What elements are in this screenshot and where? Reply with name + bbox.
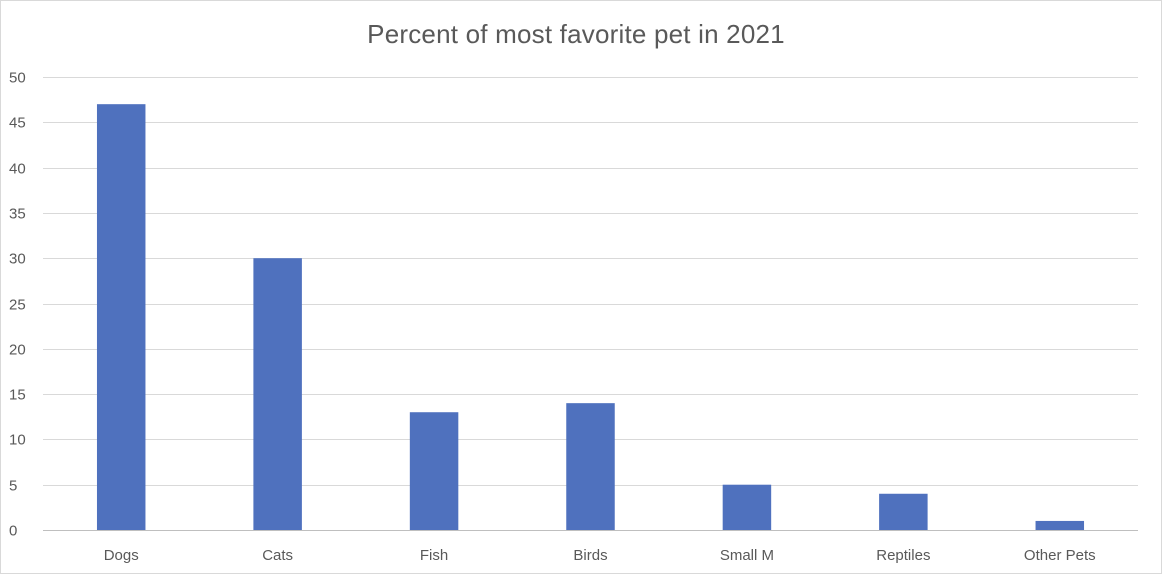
y-tick-label: 40	[9, 161, 26, 178]
bar-reptiles	[879, 493, 928, 530]
axes: 0 5 10 15 20 25 30 35 40 45 50 Dogs Cats Fish Birds Sma…	[9, 70, 1138, 564]
x-tick-label: Cats	[262, 547, 293, 564]
x-tick-label: Other Pets	[1024, 547, 1096, 564]
chart-title: Percent of most favorite pet in 2021	[367, 19, 785, 49]
y-tick-label: 0	[9, 523, 17, 540]
x-tick-label: Reptiles	[876, 547, 930, 564]
y-tick-label: 25	[9, 297, 26, 314]
bar-fish	[409, 412, 459, 530]
bar-birds	[566, 403, 615, 530]
y-tick-label: 10	[9, 432, 26, 449]
y-tick-label: 50	[9, 70, 26, 87]
y-tick-label: 45	[9, 115, 26, 132]
y-tick-label: 35	[9, 206, 26, 223]
y-tick-label: 20	[9, 342, 26, 359]
bar-dogs	[96, 104, 146, 531]
x-tick-label: Fish	[420, 547, 448, 564]
bar-other-pets	[1035, 520, 1085, 530]
x-tick-label: Dogs	[104, 547, 139, 564]
x-tick-label: Small M	[720, 547, 774, 564]
y-tick-label: 30	[9, 251, 26, 268]
y-tick-label: 5	[9, 478, 17, 495]
bar-small-m	[722, 484, 772, 530]
y-tick-label: 15	[9, 387, 26, 404]
bar-cats	[253, 258, 302, 530]
x-tick-label: Birds	[573, 547, 607, 564]
bars	[96, 104, 1085, 531]
